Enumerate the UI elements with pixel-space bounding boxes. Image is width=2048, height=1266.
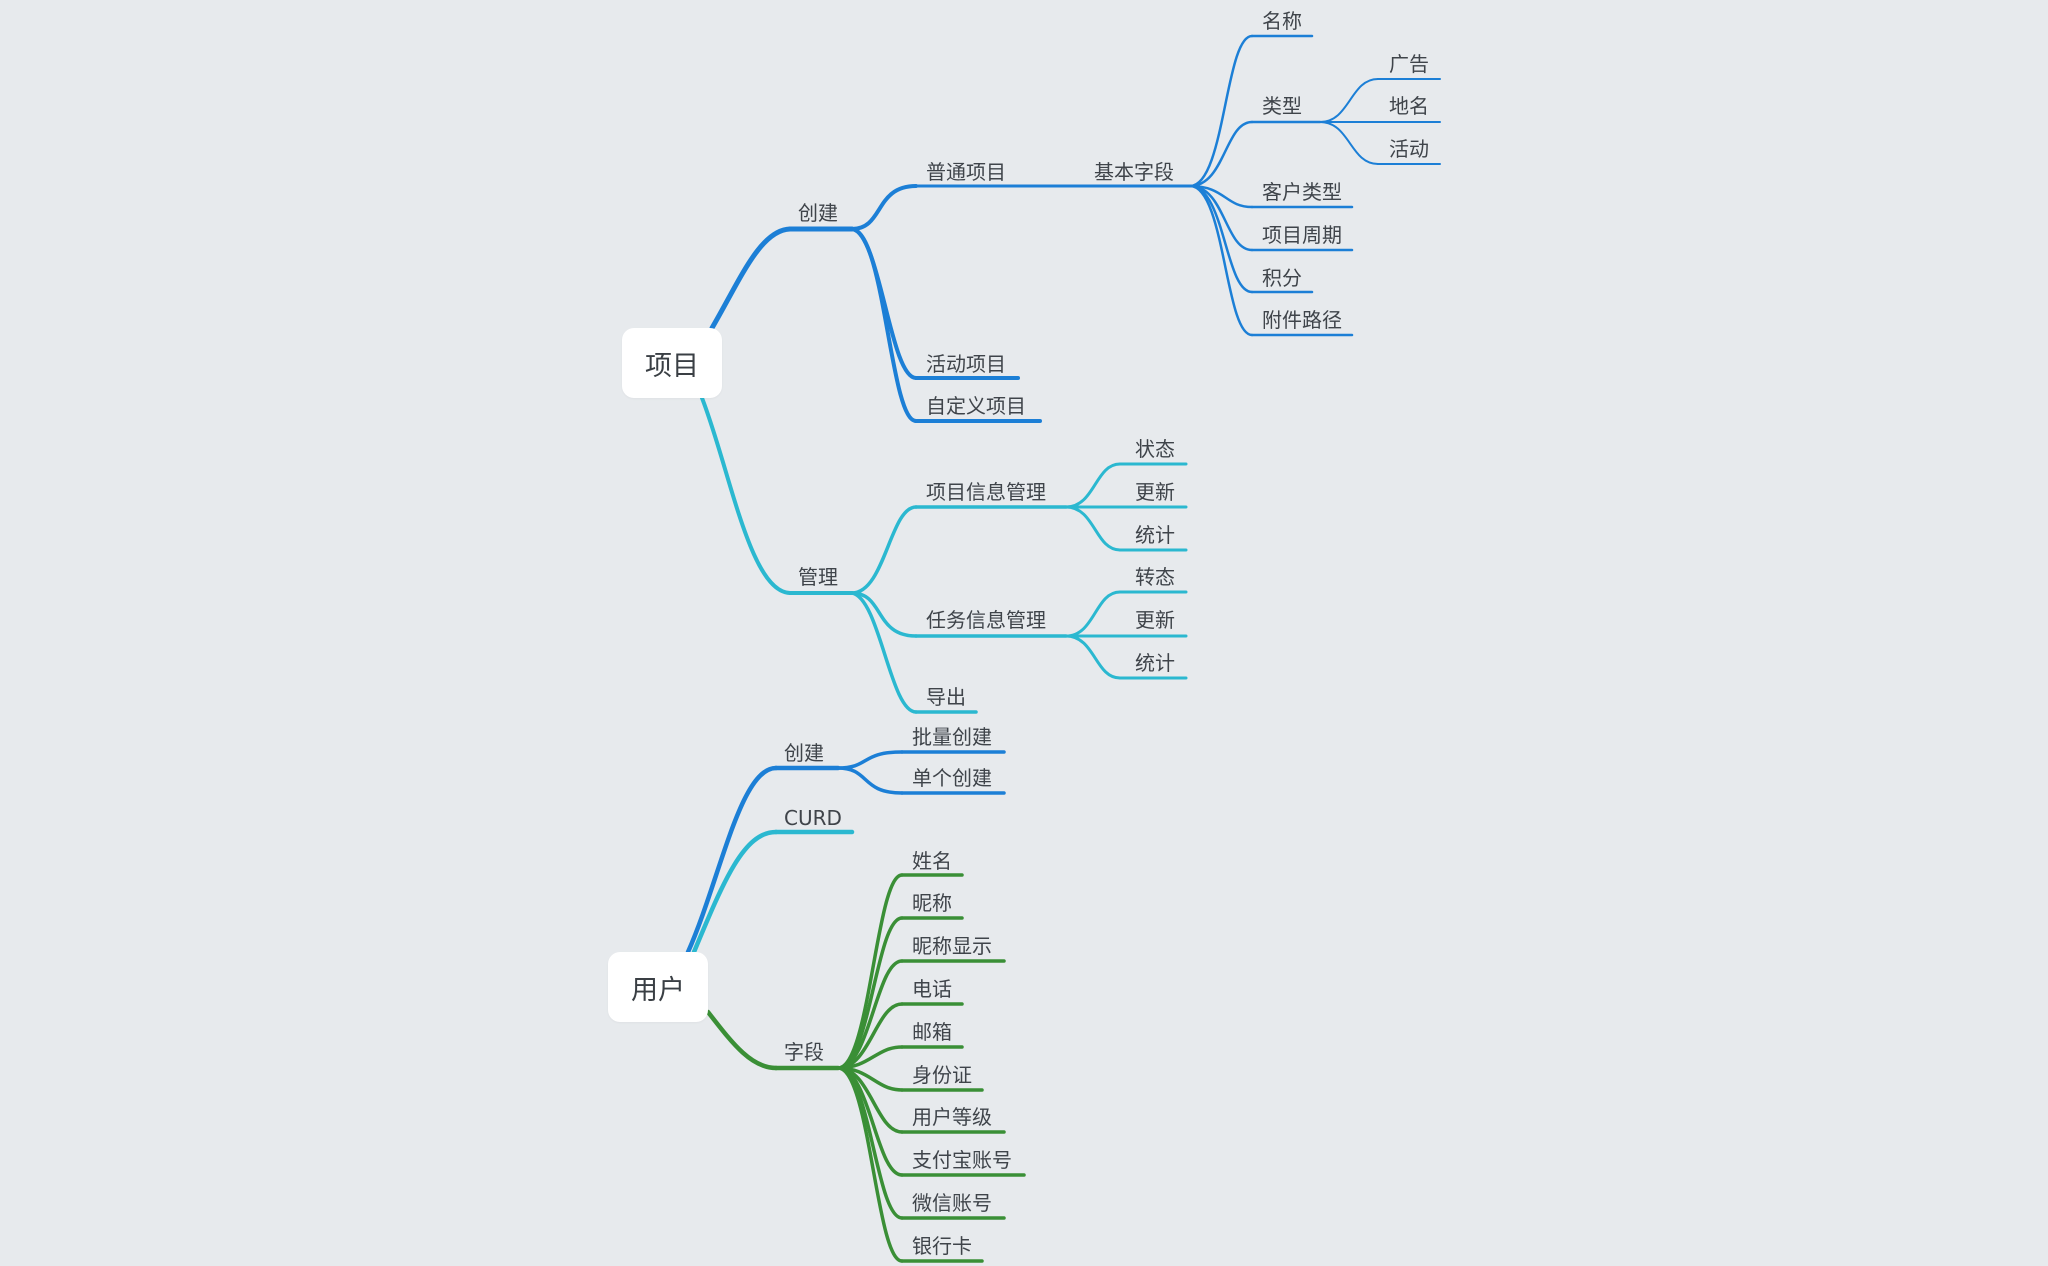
- node-task-status[interactable]: 转态: [1135, 565, 1175, 589]
- root-node-project[interactable]: 项目: [622, 328, 722, 398]
- node-field-customer-type[interactable]: 客户类型: [1262, 180, 1342, 204]
- link-create-batch: [836, 750, 904, 770]
- node-task-mgmt[interactable]: 任务信息管理: [926, 608, 1046, 632]
- link-basic-child-4: [1188, 184, 1254, 294]
- link-manage-task: [850, 591, 918, 638]
- root-label-user: 用户: [631, 974, 685, 1006]
- node-activity-project[interactable]: 活动项目: [926, 352, 1006, 376]
- link-manage-info: [850, 505, 918, 595]
- node-field-id-card[interactable]: 身份证: [912, 1063, 972, 1087]
- link-type-child-2: [1319, 121, 1379, 165]
- link-info-child-0: [1064, 462, 1122, 509]
- node-info-stats[interactable]: 统计: [1135, 523, 1175, 547]
- link-root-create: [709, 226, 793, 331]
- link-root-manage: [700, 396, 792, 595]
- node-field-email[interactable]: 邮箱: [912, 1020, 952, 1044]
- node-user-fields[interactable]: 字段: [784, 1040, 824, 1064]
- node-field-type[interactable]: 类型: [1262, 94, 1302, 118]
- node-project-manage[interactable]: 管理: [798, 565, 838, 589]
- node-field-phone[interactable]: 电话: [912, 977, 952, 1001]
- node-task-stats[interactable]: 统计: [1135, 651, 1175, 675]
- node-type-place[interactable]: 地名: [1389, 94, 1429, 118]
- node-field-user-level[interactable]: 用户等级: [912, 1105, 992, 1129]
- node-field-project-cycle[interactable]: 项目周期: [1262, 223, 1342, 247]
- link-task-child-2: [1064, 634, 1122, 680]
- node-task-update[interactable]: 更新: [1135, 608, 1175, 632]
- node-field-name[interactable]: 名称: [1262, 9, 1302, 33]
- link-user-curd: [691, 829, 779, 955]
- node-field-bank-card[interactable]: 银行卡: [912, 1234, 972, 1258]
- root-label-project: 项目: [645, 350, 699, 382]
- link-basic-child-0: [1188, 34, 1254, 188]
- link-user-fields: [705, 1009, 779, 1071]
- link-type-child-0: [1319, 78, 1379, 123]
- link-create-normal: [850, 184, 918, 231]
- node-user-create[interactable]: 创建: [784, 741, 824, 765]
- node-project-create[interactable]: 创建: [798, 201, 838, 225]
- link-basic-child-5: [1188, 184, 1254, 337]
- link-user-create: [685, 765, 779, 955]
- node-info-mgmt[interactable]: 项目信息管理: [926, 480, 1046, 504]
- link-manage-export: [850, 591, 918, 714]
- node-field-attachment-path[interactable]: 附件路径: [1262, 308, 1342, 332]
- node-single-create[interactable]: 单个创建: [912, 766, 992, 790]
- link-info-child-2: [1064, 505, 1122, 552]
- link-fields-child-9: [836, 1066, 904, 1263]
- link-task-child-0: [1064, 590, 1122, 638]
- node-basic-fields[interactable]: 基本字段: [1094, 160, 1174, 184]
- link-fields-child-1: [836, 916, 904, 1070]
- node-custom-project[interactable]: 自定义项目: [926, 394, 1026, 418]
- node-field-wechat[interactable]: 微信账号: [912, 1191, 992, 1215]
- root-node-user[interactable]: 用户: [608, 952, 708, 1022]
- link-basic-child-1: [1188, 120, 1254, 188]
- node-info-status[interactable]: 状态: [1135, 437, 1175, 461]
- node-field-alipay[interactable]: 支付宝账号: [912, 1148, 1012, 1172]
- node-normal-project[interactable]: 普通项目: [926, 160, 1006, 184]
- link-create-custom: [850, 227, 918, 423]
- node-field-fullname[interactable]: 姓名: [912, 849, 952, 873]
- node-type-activity[interactable]: 活动: [1389, 137, 1429, 161]
- node-field-nickname-display[interactable]: 昵称显示: [912, 934, 992, 958]
- node-field-nickname[interactable]: 昵称: [912, 891, 952, 915]
- link-create-single: [836, 766, 904, 795]
- node-info-update[interactable]: 更新: [1135, 480, 1175, 504]
- node-curd[interactable]: CURD: [784, 806, 842, 830]
- node-type-ad[interactable]: 广告: [1389, 52, 1429, 76]
- node-field-points[interactable]: 积分: [1262, 266, 1302, 290]
- node-export[interactable]: 导出: [926, 685, 966, 709]
- node-batch-create[interactable]: 批量创建: [912, 725, 992, 749]
